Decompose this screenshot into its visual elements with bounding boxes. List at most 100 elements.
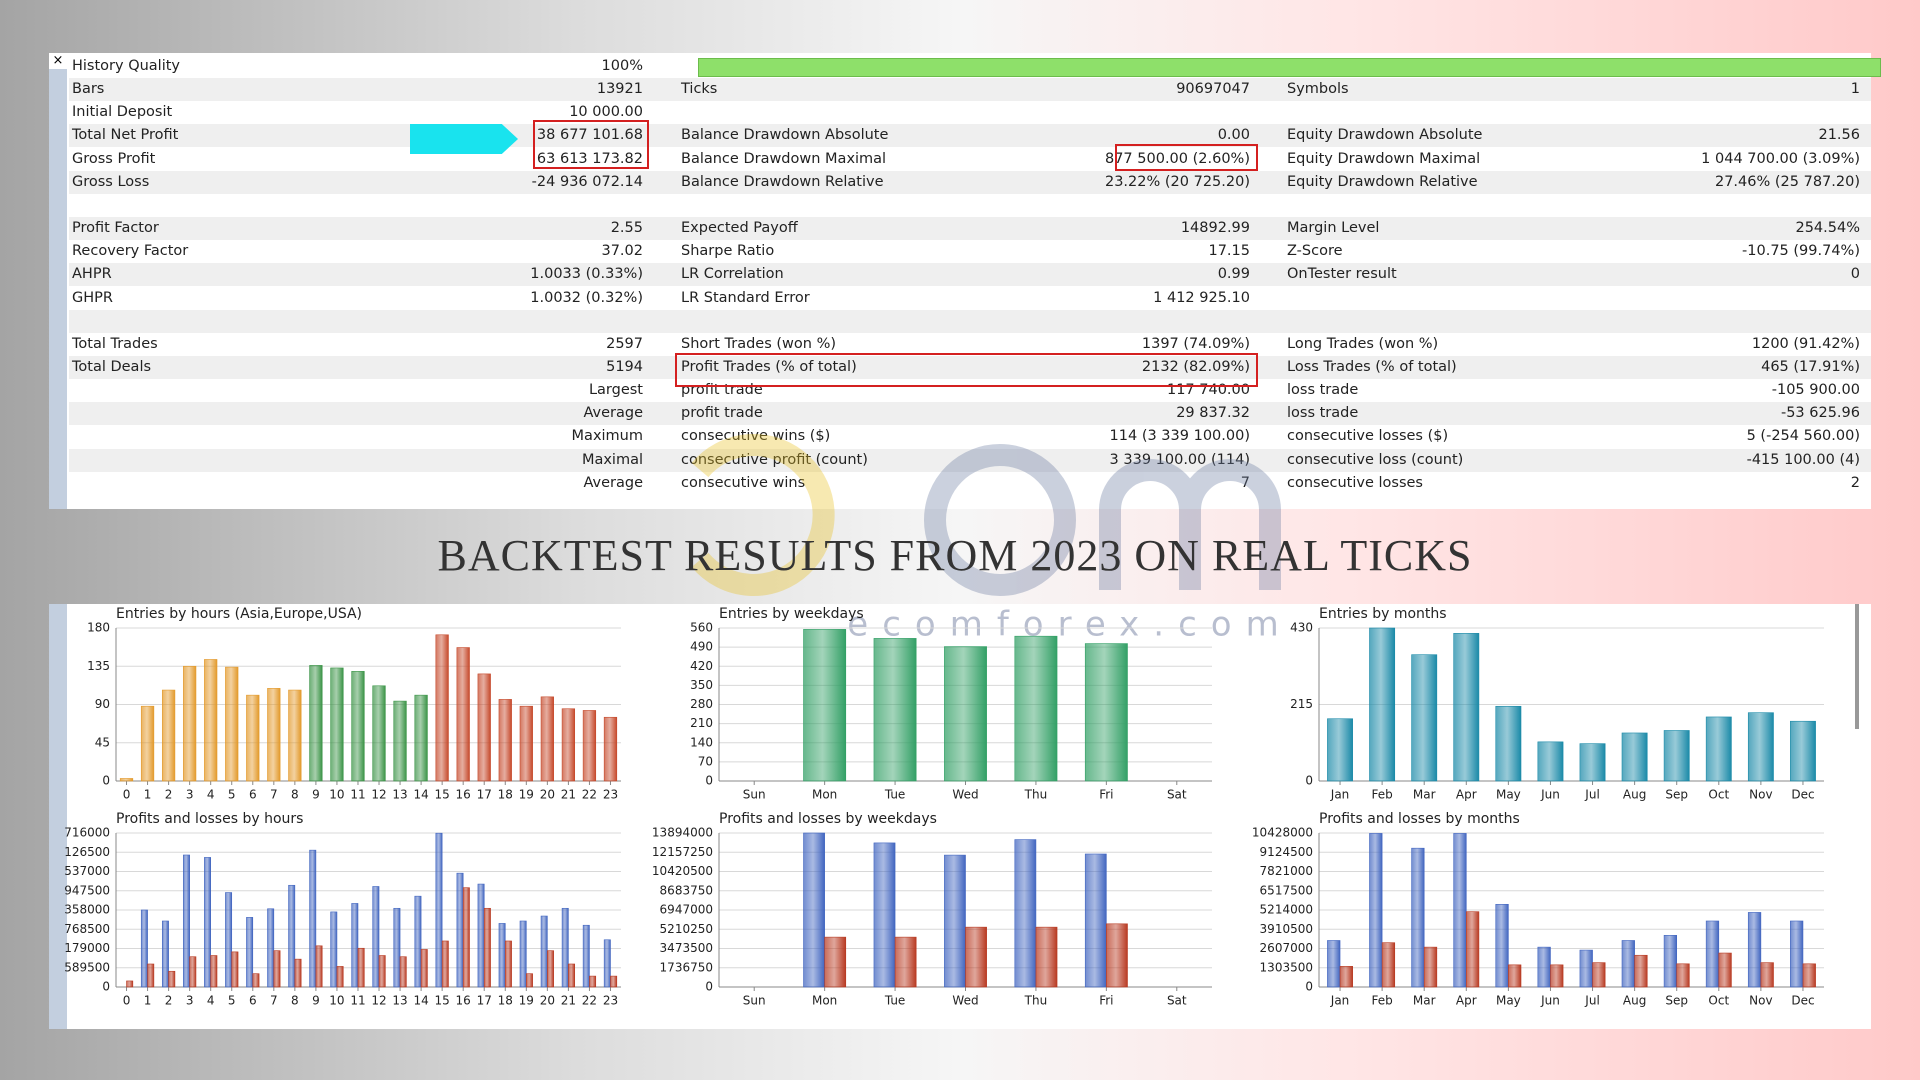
bar	[1634, 954, 1648, 988]
bar	[183, 665, 197, 782]
x-tick-label: Tue	[884, 994, 906, 1008]
chart-title: Entries by hours (Asia,Europe,USA)	[116, 606, 362, 622]
bar	[456, 872, 464, 988]
x-tick-label: Jan	[1330, 788, 1350, 802]
field-value: 254.54%	[1795, 220, 1860, 237]
bar	[330, 667, 344, 782]
field-label: Recovery Factor	[72, 243, 189, 260]
bar	[1579, 949, 1593, 988]
field-label: Equity Drawdown Relative	[1287, 173, 1478, 190]
bar	[189, 956, 197, 988]
y-tick-label: 3473500	[660, 941, 713, 955]
bar	[1423, 946, 1438, 988]
bar	[309, 849, 317, 988]
x-tick-label: 16	[456, 788, 471, 802]
bar	[1747, 712, 1774, 782]
x-tick-label: Jul	[1584, 994, 1599, 1008]
x-tick-label: Wed	[952, 788, 978, 802]
field-value: Largest	[588, 382, 643, 399]
bar	[351, 903, 359, 988]
x-tick-label: Sun	[743, 994, 766, 1008]
y-tick-label: 8683750	[660, 883, 713, 897]
x-tick-label: 18	[498, 994, 513, 1008]
bar	[372, 886, 380, 988]
bar	[1106, 923, 1128, 988]
bar	[1550, 964, 1564, 988]
report-row: Recovery Factor 37.02 Sharpe Ratio 17.15 Z-S…	[69, 240, 1871, 263]
field-label: Z-Score	[1287, 243, 1343, 260]
field-value: 14892.99	[1180, 220, 1250, 237]
x-tick-label: Jun	[1540, 788, 1560, 802]
field-label: History Quality	[72, 58, 181, 74]
field-label: loss trade	[1287, 382, 1359, 399]
x-tick-label: 16	[456, 994, 471, 1008]
bar	[589, 975, 597, 988]
y-tick-label: 0	[705, 980, 713, 994]
field-label: consecutive profit (count)	[681, 451, 868, 468]
bar	[561, 708, 576, 782]
y-tick-label: 716000	[64, 826, 110, 840]
report-row: GHPR 1.0032 (0.32%) LR Standard Error 1 412…	[69, 287, 1871, 310]
x-tick-label: Oct	[1708, 788, 1729, 802]
bar	[267, 908, 275, 988]
close-button[interactable]: ×	[49, 53, 67, 69]
y-tick-label: 12157250	[652, 845, 713, 859]
bar	[372, 685, 386, 782]
bar	[399, 956, 407, 988]
x-tick-label: 23	[603, 994, 618, 1008]
x-tick-label: Sep	[1665, 788, 1688, 802]
bar	[1705, 716, 1732, 782]
bar	[273, 950, 281, 988]
bar	[603, 716, 618, 782]
y-tick-label: 947500	[64, 883, 110, 897]
scrollbar	[1855, 604, 1859, 729]
bar	[498, 699, 512, 782]
field-value: 2132 (82.09%)	[1141, 358, 1250, 375]
y-tick-label: 10420500	[652, 864, 713, 878]
bar	[1369, 833, 1383, 988]
highlight-box	[533, 120, 649, 169]
bar	[435, 634, 449, 782]
x-tick-label: 19	[519, 788, 534, 802]
bar	[582, 710, 597, 782]
report-row: Average consecutive wins 7 consecutive loss…	[69, 472, 1871, 495]
bar	[252, 973, 260, 988]
bar	[610, 975, 618, 988]
bar	[1035, 926, 1058, 988]
pointer-arrow	[410, 124, 518, 154]
y-tick-label: 5214000	[1260, 903, 1313, 917]
report-row: Initial Deposit 10 000.00	[69, 101, 1871, 124]
bar	[526, 973, 533, 988]
x-tick-label: 21	[561, 994, 576, 1008]
field-label: Short Trades (won %)	[681, 335, 837, 352]
x-tick-label: Tue	[884, 788, 906, 802]
field-label: consecutive wins	[681, 474, 806, 491]
bar	[168, 970, 176, 988]
field-label: Sharpe Ratio	[681, 243, 775, 260]
y-tick-label: 358000	[64, 903, 110, 917]
bar	[1802, 963, 1816, 988]
bar	[519, 705, 533, 782]
field-label: Balance Drawdown Maximal	[681, 150, 887, 167]
bar	[1084, 853, 1107, 988]
x-tick-label: 2	[165, 994, 173, 1008]
y-tick-label: 45	[95, 735, 110, 749]
bar	[477, 673, 491, 782]
field-value: 7	[1240, 474, 1250, 491]
y-tick-label: 589500	[64, 960, 110, 974]
x-tick-label: Wed	[952, 994, 978, 1008]
x-tick-label: Feb	[1372, 788, 1393, 802]
bar	[1718, 952, 1732, 988]
x-tick-label: Mon	[812, 788, 837, 802]
x-tick-label: Aug	[1623, 788, 1646, 802]
field-value: 63 613 173.82	[536, 150, 643, 167]
bar	[803, 629, 847, 782]
x-tick-label: Fri	[1099, 994, 1113, 1008]
bar	[1621, 732, 1648, 782]
field-value: -415 100.00 (4)	[1746, 451, 1860, 468]
bar	[330, 911, 338, 988]
chart-title: Profits and losses by months	[1319, 811, 1520, 827]
bar	[1663, 730, 1690, 782]
bar	[378, 955, 386, 988]
field-value: 1 044 700.00 (3.09%)	[1701, 150, 1860, 167]
